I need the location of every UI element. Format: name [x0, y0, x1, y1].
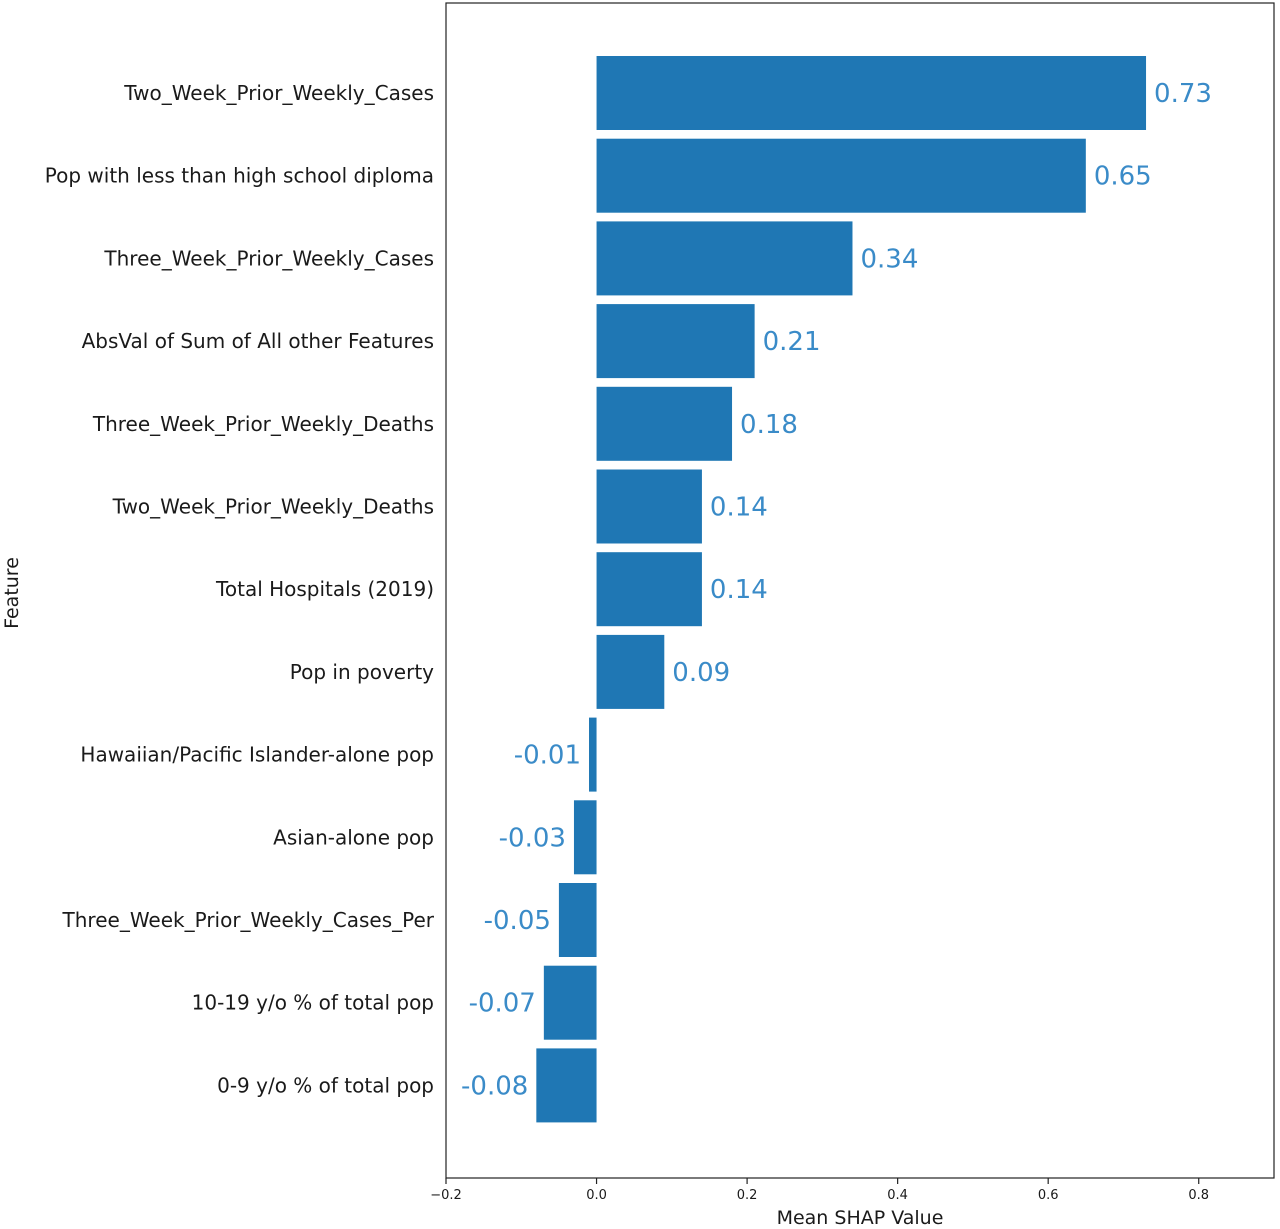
bars-group: [536, 56, 1147, 1123]
value-label: 0.65: [1094, 162, 1152, 192]
category-label: Hawaiian/Pacific Islander-alone pop: [80, 743, 434, 767]
category-label: Pop with less than high school diploma: [45, 164, 434, 188]
category-label: Pop in poverty: [290, 660, 434, 684]
value-label: -0.03: [499, 823, 566, 853]
bar: [596, 56, 1147, 130]
category-label: Three_Week_Prior_Weekly_Cases_Per: [62, 908, 435, 932]
value-label: -0.05: [484, 906, 551, 936]
category-label: Three_Week_Prior_Weekly_Cases: [103, 246, 434, 270]
value-label: 0.34: [860, 244, 918, 274]
bar: [558, 883, 597, 957]
x-tick-label: 0.6: [1038, 1188, 1059, 1203]
category-label: 10-19 y/o % of total pop: [192, 991, 434, 1015]
bar: [596, 634, 665, 709]
x-tick-label: 0.4: [887, 1188, 908, 1203]
bar: [596, 304, 755, 379]
bar: [596, 221, 853, 296]
value-label: -0.01: [514, 741, 581, 771]
bar: [589, 717, 597, 792]
bar: [573, 800, 597, 875]
x-tick-label: 0.8: [1188, 1188, 1209, 1203]
bar: [536, 1048, 597, 1123]
value-label: 0.09: [672, 658, 730, 688]
bar: [596, 469, 702, 544]
x-tick-label: 0.2: [737, 1188, 758, 1203]
value-label: 0.21: [763, 327, 821, 357]
x-tick-label: 0.0: [586, 1188, 607, 1203]
bar: [596, 386, 733, 461]
value-label: 0.14: [710, 493, 768, 523]
x-tick-label: −0.2: [430, 1188, 462, 1203]
category-label: Total Hospitals (2019): [215, 577, 434, 601]
value-labels: 0.73 0.65 0.34 0.21 0.18 0.14 0.14 0.09 -0.01 -0.…: [461, 79, 1212, 1101]
bar: [596, 138, 1086, 213]
category-labels: Two_Week_Prior_Weekly_Cases Pop with less…: [45, 81, 435, 1097]
value-label: 0.18: [740, 410, 798, 440]
category-label: Two_Week_Prior_Weekly_Deaths: [112, 495, 434, 519]
category-label: Three_Week_Prior_Weekly_Deaths: [92, 412, 434, 436]
category-label: 0-9 y/o % of total pop: [217, 1073, 434, 1097]
y-axis-title: Feature: [1, 557, 23, 629]
category-label: Asian-alone pop: [273, 825, 434, 849]
value-label: -0.08: [461, 1071, 528, 1101]
value-label: 0.14: [710, 575, 768, 605]
bar: [543, 965, 597, 1040]
x-axis-ticks: −0.2 0.0 0.2 0.4 0.6 0.8: [430, 1178, 1209, 1203]
value-label: 0.73: [1154, 79, 1212, 109]
category-label: Two_Week_Prior_Weekly_Cases: [123, 81, 434, 105]
value-label: -0.07: [469, 989, 536, 1019]
category-label: AbsVal of Sum of All other Features: [82, 329, 434, 353]
bar: [596, 552, 702, 627]
x-axis-title: Mean SHAP Value: [777, 1207, 944, 1229]
